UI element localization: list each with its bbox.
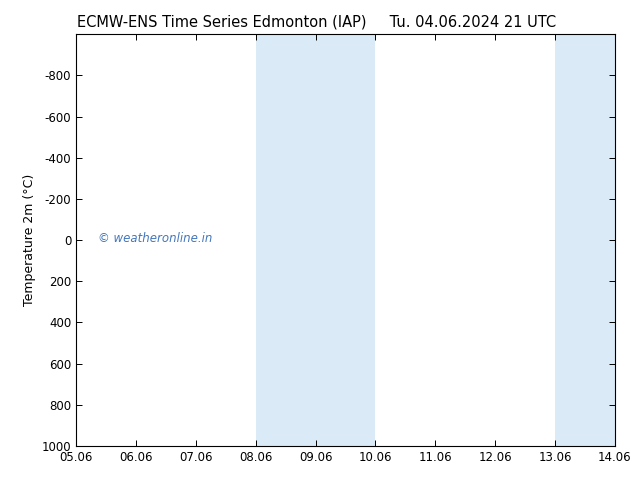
Bar — [555, 34, 615, 446]
Text: ECMW-ENS Time Series Edmonton (IAP)     Tu. 04.06.2024 21 UTC: ECMW-ENS Time Series Edmonton (IAP) Tu. … — [77, 15, 557, 30]
Bar — [256, 34, 375, 446]
Y-axis label: Temperature 2m (°C): Temperature 2m (°C) — [23, 174, 36, 306]
Text: © weatheronline.in: © weatheronline.in — [98, 232, 212, 245]
